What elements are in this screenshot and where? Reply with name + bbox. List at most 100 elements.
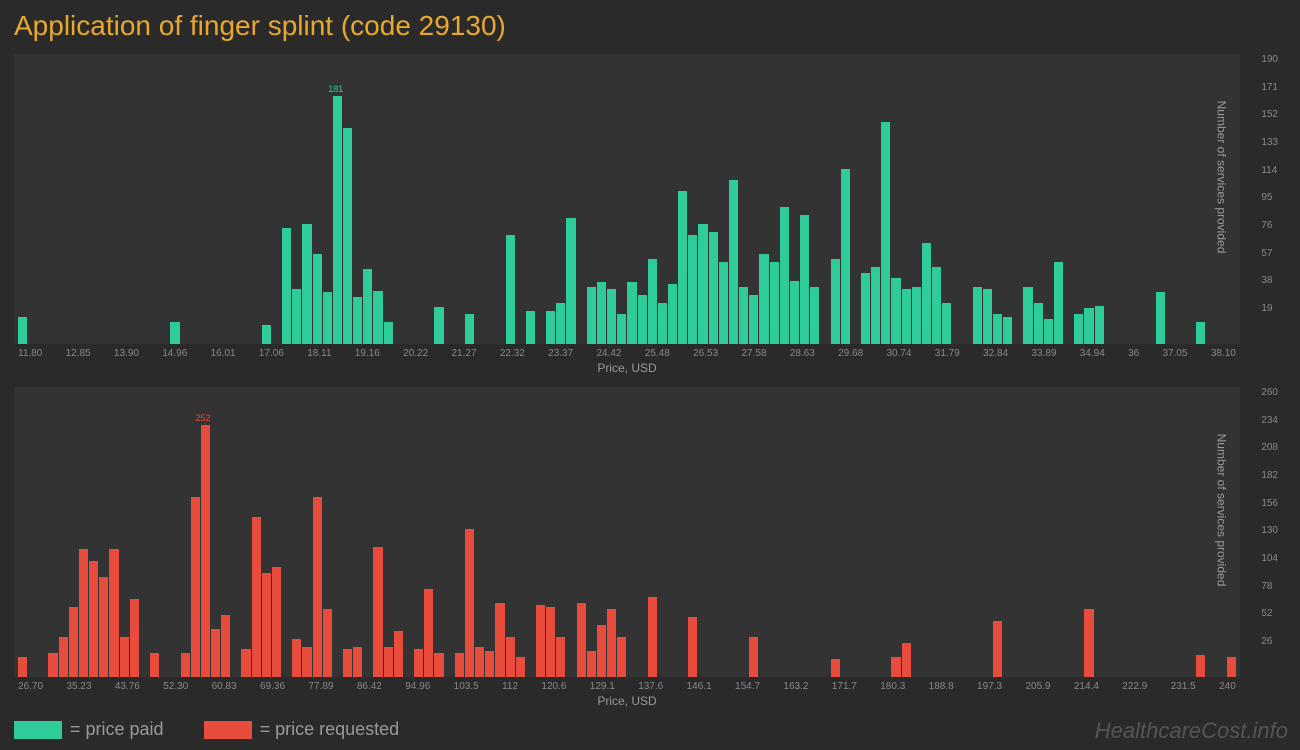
y-tick: 78 [1261, 581, 1278, 592]
bar [1023, 287, 1032, 344]
x-axis-label: Price, USD [14, 694, 1240, 708]
bar [983, 289, 992, 344]
bar [749, 637, 758, 677]
peak-label: 181 [328, 84, 343, 94]
bar [719, 262, 728, 344]
bar [688, 617, 697, 677]
x-tick: 112 [502, 681, 518, 692]
bar [912, 287, 921, 344]
bar [282, 228, 291, 344]
x-tick: 43.76 [115, 681, 140, 692]
bar [353, 297, 362, 344]
y-tick: 57 [1261, 248, 1278, 259]
bar [394, 631, 403, 677]
bar [211, 629, 220, 677]
bar [617, 637, 626, 677]
y-tick: 76 [1261, 220, 1278, 231]
bar [1196, 655, 1205, 677]
legend-swatch-requested [204, 721, 252, 739]
bar [587, 651, 596, 677]
bar [861, 273, 870, 344]
x-tick: 21.27 [451, 348, 476, 359]
bar [891, 278, 900, 344]
bar [597, 625, 606, 677]
bar [384, 647, 393, 677]
x-tick: 27.58 [741, 348, 766, 359]
x-tick: 35.23 [66, 681, 91, 692]
bar [698, 224, 707, 344]
bar [89, 561, 98, 677]
bar [841, 169, 850, 344]
legend-item-requested: = price requested [204, 719, 400, 740]
x-tick: 13.90 [114, 348, 139, 359]
x-tick: 34.94 [1080, 348, 1105, 359]
bar [587, 287, 596, 344]
bar [292, 289, 301, 344]
bar [678, 191, 687, 344]
bar [780, 207, 789, 344]
bar [262, 573, 271, 677]
x-tick: 26.53 [693, 348, 718, 359]
bar [292, 639, 301, 677]
bar [749, 295, 758, 344]
bar [1074, 314, 1083, 344]
bar [191, 497, 200, 677]
bar [241, 649, 250, 677]
legend-label-requested: = price requested [260, 719, 400, 740]
x-tick: 11.80 [18, 348, 42, 359]
y-axis: 1938577695114133152171190 [1261, 54, 1278, 314]
bar [993, 621, 1002, 677]
y-axis: 265278104130156182208234260 [1261, 387, 1278, 647]
bar [831, 259, 840, 344]
bar [99, 577, 108, 677]
bar [648, 597, 657, 677]
bar [130, 599, 139, 677]
x-tick: 188.8 [929, 681, 954, 692]
bar [465, 529, 474, 677]
x-tick: 31.79 [935, 348, 960, 359]
chart-panel-paid: 1811938577695114133152171190Number of se… [14, 54, 1240, 344]
bar [506, 637, 515, 677]
y-tick: 19 [1261, 303, 1278, 314]
x-tick: 36 [1128, 348, 1139, 359]
bar [932, 267, 941, 344]
x-tick: 154.7 [735, 681, 760, 692]
x-tick: 60.83 [212, 681, 237, 692]
bar [18, 317, 27, 344]
bar [170, 322, 179, 344]
x-tick: 24.42 [596, 348, 621, 359]
bar [942, 303, 951, 344]
peak-label: 252 [195, 413, 210, 423]
x-axis: 26.7035.2343.7652.3060.8369.3677.8986.42… [14, 681, 1240, 692]
x-tick: 129.1 [590, 681, 615, 692]
bar [485, 651, 494, 677]
bar [770, 262, 779, 344]
bar [688, 235, 697, 344]
bar [272, 567, 281, 677]
x-tick: 231.5 [1171, 681, 1196, 692]
x-tick: 163.2 [783, 681, 808, 692]
x-tick: 77.89 [308, 681, 333, 692]
bar [262, 325, 271, 344]
bar [790, 281, 799, 344]
bar [373, 547, 382, 677]
x-tick: 37.05 [1163, 348, 1188, 359]
bar [373, 291, 382, 344]
x-tick: 137.6 [638, 681, 663, 692]
chart-panel-requested: 252265278104130156182208234260Number of … [14, 387, 1240, 677]
bar [18, 657, 27, 677]
y-tick: 26 [1261, 636, 1278, 647]
bar [566, 218, 575, 344]
bar [556, 637, 565, 677]
bar [1227, 657, 1236, 677]
bar [69, 607, 78, 677]
bar [1054, 262, 1063, 344]
bar [313, 254, 322, 344]
bar [526, 311, 535, 344]
y-tick: 260 [1261, 387, 1278, 398]
bar [891, 657, 900, 677]
x-tick: 52.30 [163, 681, 188, 692]
x-tick: 197.3 [977, 681, 1002, 692]
bar [658, 303, 667, 344]
y-tick: 156 [1261, 498, 1278, 509]
